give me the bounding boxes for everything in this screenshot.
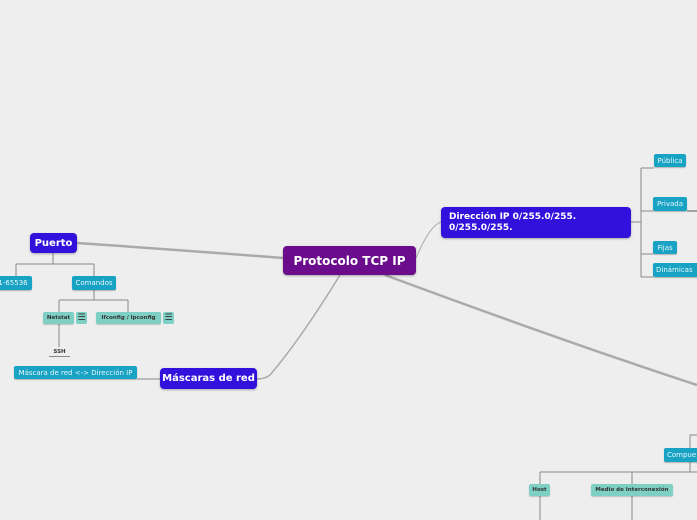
topic-host[interactable]: Host <box>529 484 550 496</box>
central-topic[interactable]: Protocolo TCP IP <box>283 246 416 275</box>
topic-netstat[interactable]: Netstat <box>43 312 74 324</box>
topic-puerto[interactable]: Puerto <box>30 233 77 253</box>
topic-direccion-ip[interactable]: Dirección IP 0/255.0/255. 0/255.0/255. <box>441 207 631 238</box>
topic-dinamicas[interactable]: Dinámicas <box>653 263 697 277</box>
topic-fijas[interactable]: Fijas <box>653 241 677 254</box>
topic-publica[interactable]: Pública <box>654 154 686 167</box>
topic-comandos[interactable]: Comandos <box>72 276 116 290</box>
menu-lines-icon[interactable]: ☰ <box>163 312 174 324</box>
topic-medio-interconexion[interactable]: Medio de Interconexión <box>591 484 673 496</box>
topic-compue[interactable]: Compue <box>664 448 697 462</box>
topic-mascaras[interactable]: Máscaras de red <box>160 368 257 389</box>
topic-ifconfig[interactable]: Ifconfig / Ipconfig <box>96 312 161 324</box>
topic-ssh[interactable]: SSH <box>49 347 70 357</box>
topic-port-range[interactable]: 1-65536 <box>0 276 32 290</box>
menu-lines-icon[interactable]: ☰ <box>76 312 87 324</box>
topic-privada[interactable]: Privada <box>653 197 687 211</box>
topic-mascara-direccion[interactable]: Máscara de red <-> Dirección IP <box>14 366 137 379</box>
